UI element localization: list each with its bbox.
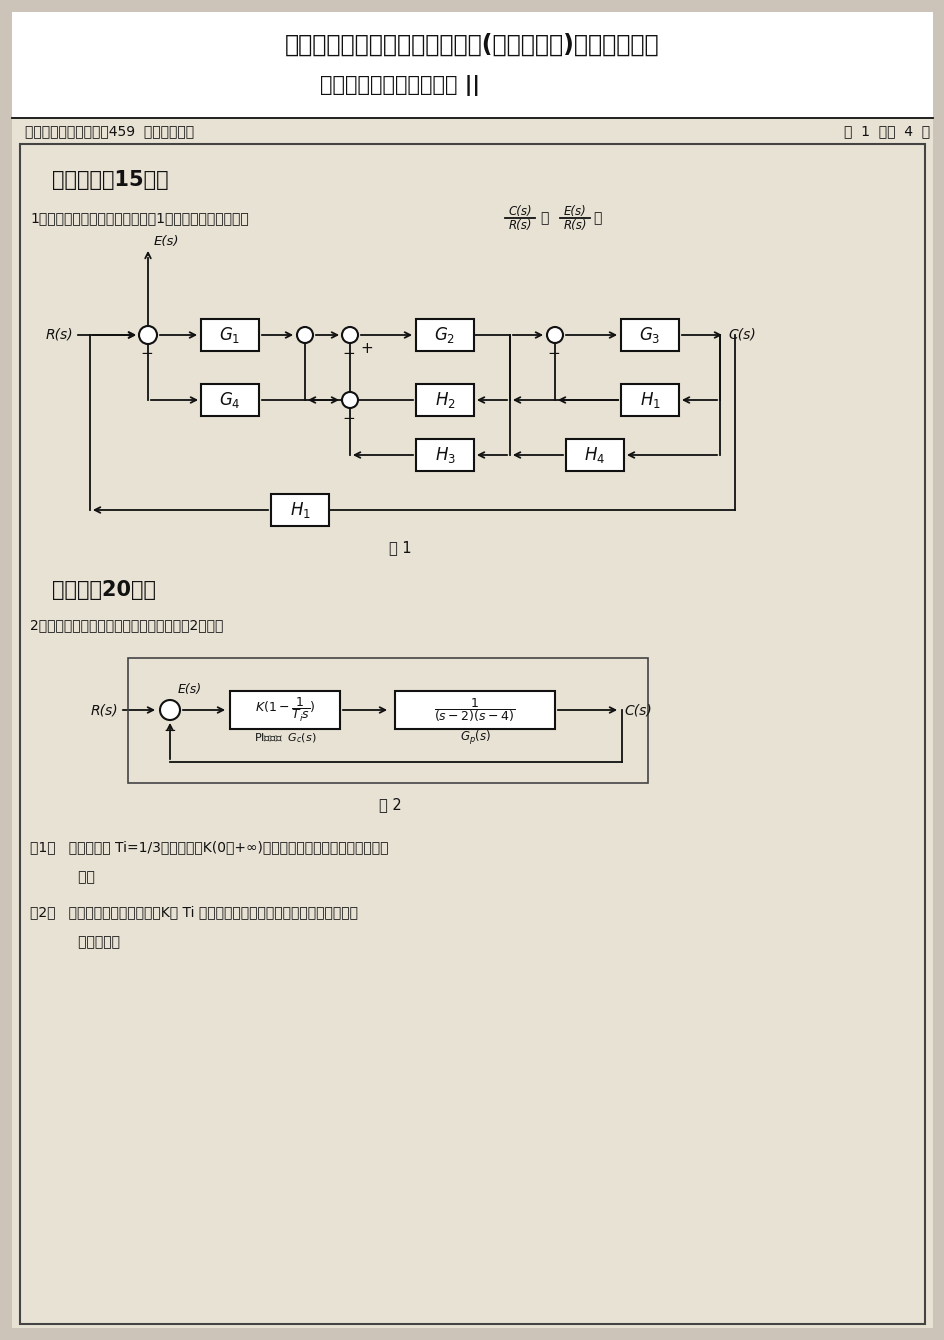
Bar (415, 319, 474, 351)
Text: $G_4$: $G_4$ (219, 390, 241, 410)
Text: E(s): E(s) (154, 234, 179, 248)
Bar (415, 385, 474, 415)
Text: 第  1  页共  4  页: 第 1 页共 4 页 (843, 125, 929, 138)
Text: −: − (141, 346, 153, 360)
Circle shape (296, 327, 312, 343)
Text: E(s): E(s) (563, 205, 586, 218)
Text: $H_3$: $H_3$ (434, 445, 455, 465)
Bar (201, 319, 259, 351)
Text: 差的影响。: 差的影响。 (30, 935, 120, 949)
Bar (229, 691, 340, 729)
Text: R(s): R(s) (563, 218, 586, 232)
Text: （1）   设积分时间 Ti=1/3，试绘制以K(0，+∞)为参数变化时，系统闭环根轨迹草: （1） 设积分时间 Ti=1/3，试绘制以K(0，+∞)为参数变化时，系统闭环根… (30, 840, 388, 854)
Text: $H_2$: $H_2$ (434, 390, 455, 410)
Text: C(s): C(s) (727, 328, 755, 342)
Circle shape (342, 393, 358, 407)
Text: C(s): C(s) (508, 205, 531, 218)
Circle shape (547, 327, 563, 343)
Text: $G_3$: $G_3$ (639, 326, 660, 344)
Text: R(s): R(s) (45, 328, 73, 342)
Text: 2．已知某单位负反馈控制系统方块图如图2所示：: 2．已知某单位负反馈控制系统方块图如图2所示： (30, 618, 223, 632)
Bar (201, 385, 259, 415)
Bar (127, 658, 648, 783)
Text: −: − (343, 346, 355, 360)
Text: $G_2$: $G_2$ (434, 326, 455, 344)
Text: +: + (360, 340, 372, 356)
Text: R(s): R(s) (508, 218, 531, 232)
Bar (271, 494, 329, 527)
Text: 图。: 图。 (30, 870, 94, 884)
Bar (415, 440, 474, 470)
Bar (620, 385, 679, 415)
Text: （试题附在考卷内交回） ||: （试题附在考卷内交回） || (320, 75, 480, 95)
Bar (20, 143, 924, 1324)
Text: −: − (547, 346, 560, 360)
Circle shape (160, 699, 179, 720)
Text: 。: 。 (593, 210, 600, 225)
Circle shape (342, 327, 358, 343)
Circle shape (139, 326, 157, 344)
Text: 图 2: 图 2 (379, 797, 401, 812)
Text: $G_p(s)$: $G_p(s)$ (459, 729, 490, 746)
Text: $\dfrac{1}{(s-2)(s-4)}$: $\dfrac{1}{(s-2)(s-4)}$ (434, 695, 515, 724)
Bar (395, 691, 554, 729)
Text: E(s): E(s) (177, 683, 202, 695)
Text: 数学模型（15分）: 数学模型（15分） (52, 170, 168, 190)
Text: 华东理工大学一九九九年研究生(硕士、博士)入学考试试题: 华东理工大学一九九九年研究生(硕士、博士)入学考试试题 (284, 34, 659, 58)
Text: $H_1$: $H_1$ (639, 390, 660, 410)
Text: C(s): C(s) (623, 704, 651, 717)
Text: 图 1: 图 1 (388, 540, 411, 556)
Text: PI调节器  $G_c(s)$: PI调节器 $G_c(s)$ (254, 732, 316, 745)
Bar (565, 440, 623, 470)
Text: $H_4$: $H_4$ (583, 445, 605, 465)
Text: （2）   试用根轨迹方法分析，当K与 Ti 分别变化时，对系统的相对稳定性和稳态误: （2） 试用根轨迹方法分析，当K与 Ti 分别变化时，对系统的相对稳定性和稳态误 (30, 905, 358, 919)
Bar (12, 12, 932, 117)
Text: $G_1$: $G_1$ (219, 326, 241, 344)
Text: $K(1-\dfrac{1}{T_i s})$: $K(1-\dfrac{1}{T_i s})$ (254, 695, 315, 724)
Text: −: − (163, 724, 177, 738)
Text: 、: 、 (539, 210, 548, 225)
Text: 1．已知某控制系统的方块图如图1所示，试求出传递函数: 1．已知某控制系统的方块图如图1所示，试求出传递函数 (30, 210, 248, 225)
Text: R(s): R(s) (91, 704, 118, 717)
Text: 考试科目号码及名称：459  自动控制原理: 考试科目号码及名称：459 自动控制原理 (25, 125, 194, 138)
Text: −: − (343, 411, 355, 426)
Text: 根轨迹（20分）: 根轨迹（20分） (52, 580, 156, 600)
Text: $H_1$: $H_1$ (289, 500, 311, 520)
Bar (620, 319, 679, 351)
